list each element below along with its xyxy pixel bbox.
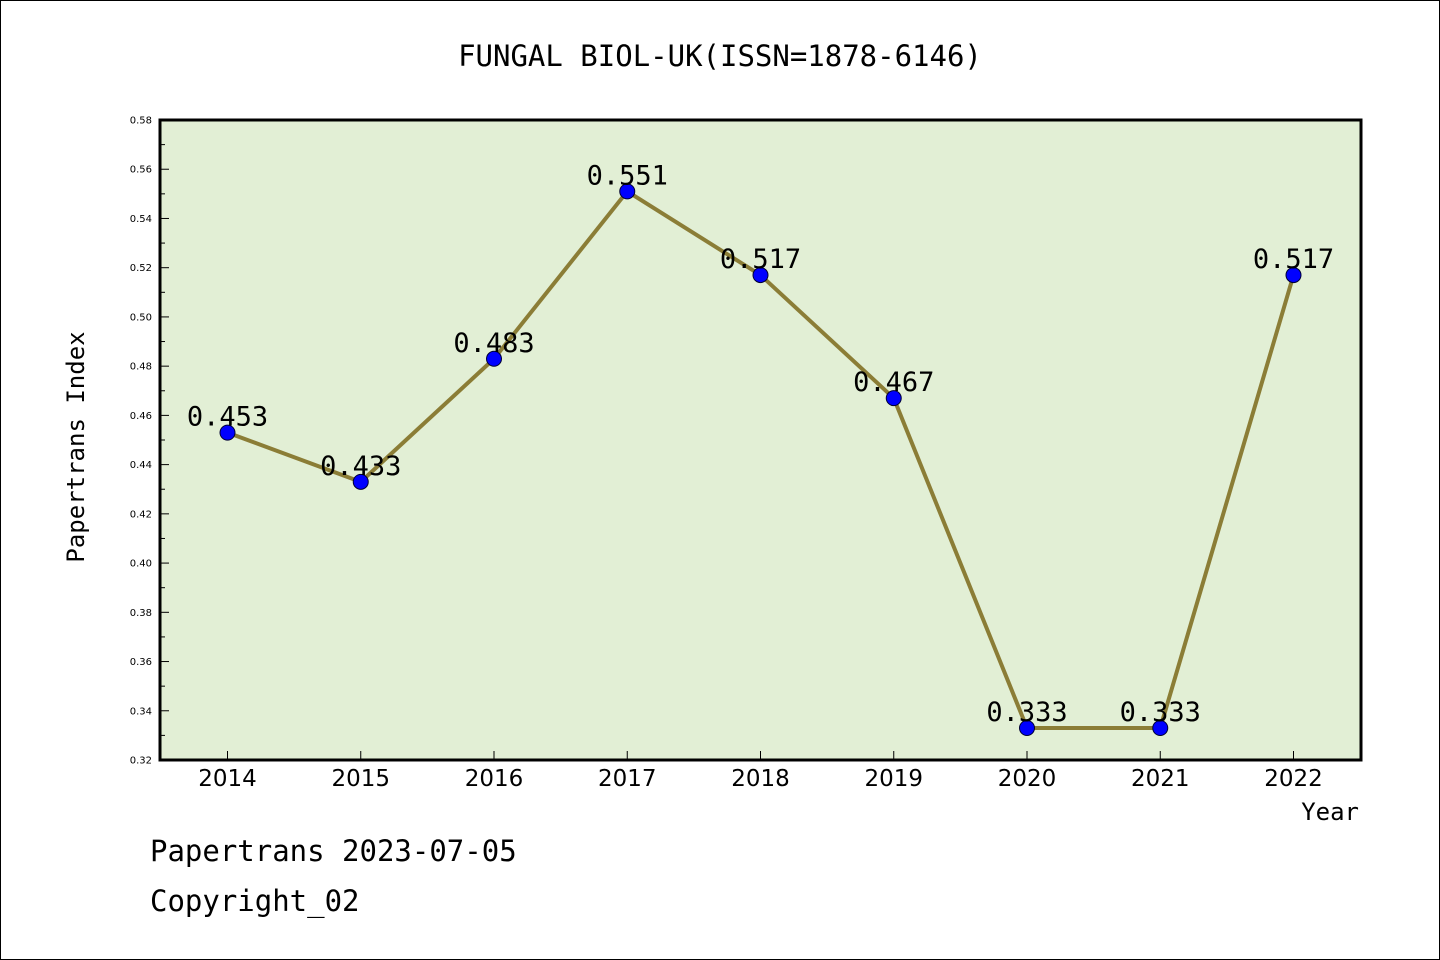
x-tick-label: 2016 — [465, 766, 524, 792]
data-point-marker — [219, 424, 236, 441]
data-value-label: 0.453 — [187, 402, 268, 433]
footer-copyright-text: Copyright_02 — [150, 884, 360, 918]
y-tick-label: 0.56 — [130, 165, 152, 176]
x-axis-label: Year — [1301, 798, 1359, 826]
data-point-marker — [619, 183, 636, 200]
y-tick-label: 0.32 — [130, 756, 152, 767]
x-tick-label: 2018 — [731, 766, 790, 792]
data-point-marker — [1285, 267, 1302, 284]
data-value-label: 0.333 — [1120, 697, 1201, 728]
x-tick-label: 2019 — [864, 766, 923, 792]
data-value-label: 0.517 — [1253, 244, 1334, 275]
data-point-marker — [885, 390, 902, 407]
y-tick-label: 0.40 — [130, 559, 152, 570]
x-tick-label: 2017 — [598, 766, 657, 792]
y-tick-label: 0.54 — [130, 214, 152, 225]
data-value-label: 0.333 — [986, 697, 1067, 728]
data-point-marker — [752, 267, 769, 284]
y-tick-label: 0.36 — [130, 657, 152, 668]
footer-date-text: Papertrans 2023-07-05 — [150, 834, 517, 868]
data-value-label: 0.467 — [853, 367, 934, 398]
y-tick-label: 0.46 — [130, 411, 152, 422]
data-point-marker — [486, 350, 502, 367]
x-tick-label: 2021 — [1131, 766, 1190, 792]
data-value-label: 0.517 — [720, 244, 801, 275]
x-tick-label: 2022 — [1264, 766, 1323, 792]
y-tick-label: 0.52 — [130, 263, 152, 274]
x-tick-label: 2020 — [998, 766, 1057, 792]
y-tick-label: 0.42 — [130, 509, 152, 520]
plot-border — [158, 118, 1363, 762]
y-tick-label: 0.48 — [130, 362, 152, 373]
chart-title: FUNGAL BIOL-UK(ISSN=1878-6146) — [458, 39, 982, 73]
y-tick-label: 0.50 — [130, 312, 152, 323]
x-tick-label: 2014 — [198, 766, 257, 792]
data-point-marker — [352, 473, 369, 490]
series-markers — [219, 183, 1302, 736]
y-axis-label: Papertrans Index — [62, 331, 90, 562]
y-tick-label: 0.44 — [130, 460, 152, 471]
data-point-marker — [1152, 720, 1169, 736]
data-point-marker — [1019, 720, 1035, 736]
data-value-label: 0.433 — [320, 451, 401, 482]
x-axis-tick-labels: 2014 2015 2016 2017 2018 2019 2020 2021 2022 — [198, 766, 1323, 792]
data-labels: 0.453 0.433 0.483 0.551 0.517 0.467 0.333 0.333… — [187, 160, 1334, 728]
plot-area — [160, 120, 1361, 760]
y-axis-tick-labels: 0.32 0.34 0.36 0.38 0.40 0.42 0.44 0.46 0.48 0.50… — [130, 116, 152, 767]
y-tick-label: 0.34 — [130, 706, 152, 717]
data-value-label: 0.551 — [587, 160, 668, 191]
y-tick-label: 0.58 — [130, 116, 152, 127]
x-tick-label: 2015 — [331, 766, 390, 792]
data-value-label: 0.483 — [453, 328, 534, 359]
y-tick-label: 0.38 — [130, 608, 152, 619]
